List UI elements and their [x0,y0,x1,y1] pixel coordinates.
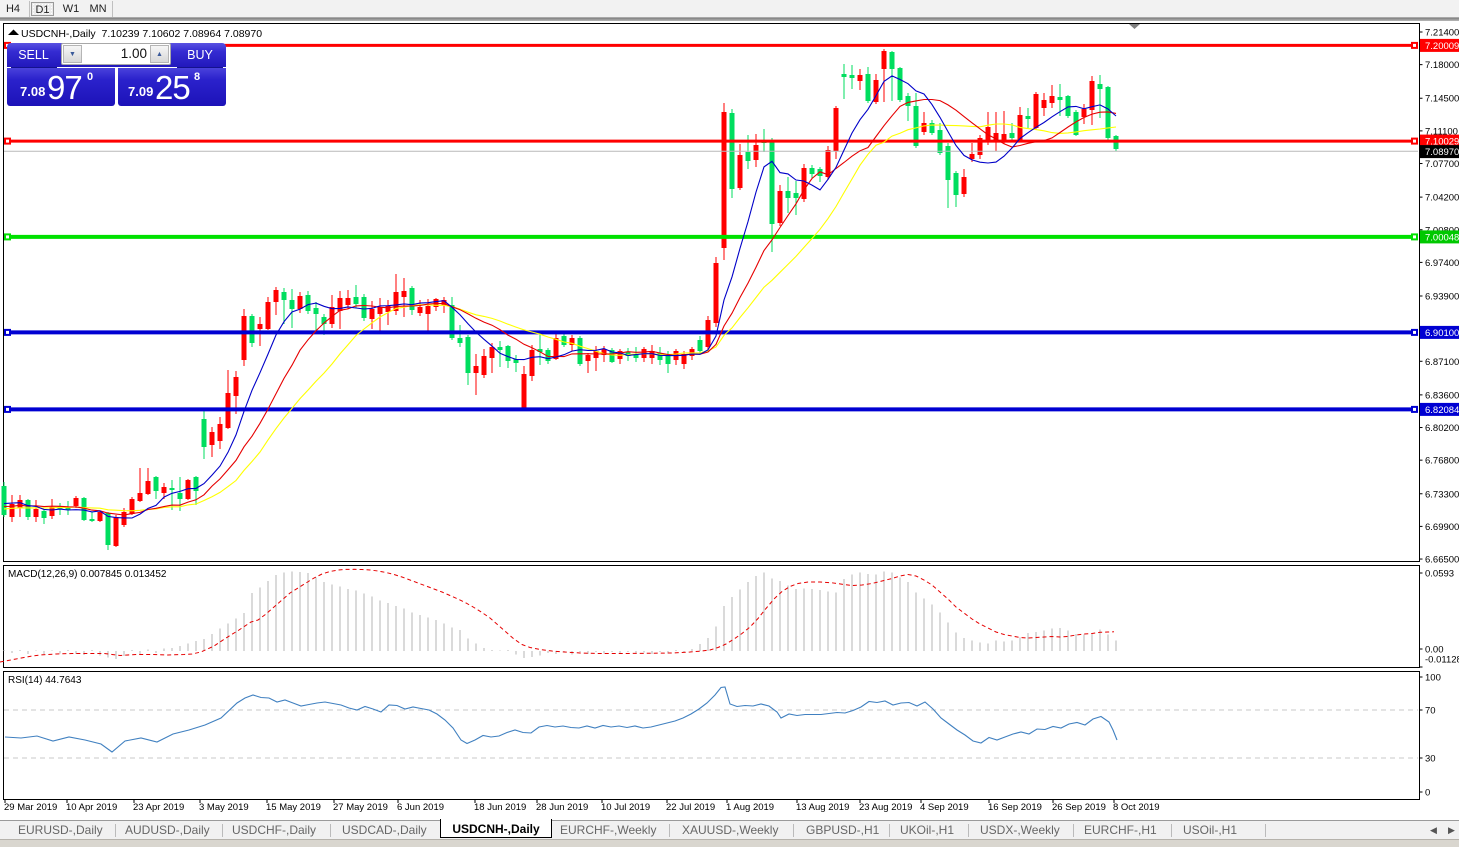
svg-text:7.00048: 7.00048 [1425,232,1459,243]
svg-text:6.80200: 6.80200 [1425,423,1459,434]
svg-text:30: 30 [1425,754,1436,765]
svg-text:USDCNH-,Daily 7.10239 7.10602: USDCNH-,Daily 7.10239 7.10602 7.08964 7.… [21,28,262,40]
svg-text:7.14500: 7.14500 [1425,94,1459,105]
svg-text:6.93900: 6.93900 [1425,292,1459,303]
svg-text:18 Jun 2019: 18 Jun 2019 [474,802,526,813]
svg-text:10 Jul 2019: 10 Jul 2019 [601,802,650,813]
svg-text:6.73300: 6.73300 [1425,489,1459,500]
svg-text:6.66500: 6.66500 [1425,555,1459,566]
svg-text:7.07700: 7.07700 [1425,159,1459,170]
svg-text:7.18000: 7.18000 [1425,60,1459,71]
svg-text:6 Jun 2019: 6 Jun 2019 [397,802,444,813]
svg-text:MACD(12,26,9) 0.007845 0.01345: MACD(12,26,9) 0.007845 0.013452 [8,569,167,580]
svg-text:3 May 2019: 3 May 2019 [199,802,249,813]
svg-text:100: 100 [1425,673,1441,684]
svg-text:7.21400: 7.21400 [1425,28,1459,39]
svg-text:13 Aug 2019: 13 Aug 2019 [796,802,849,813]
svg-text:6.83600: 6.83600 [1425,390,1459,401]
svg-text:27 May 2019: 27 May 2019 [333,802,388,813]
svg-text:7.08970: 7.08970 [1425,147,1459,158]
svg-text:1 Aug 2019: 1 Aug 2019 [726,802,774,813]
svg-text:7.10029: 7.10029 [1425,137,1459,148]
svg-text:28 Jun 2019: 28 Jun 2019 [536,802,588,813]
svg-text:6.69900: 6.69900 [1425,522,1459,533]
svg-text:RSI(14) 44.7643: RSI(14) 44.7643 [8,675,82,686]
svg-text:-0.01128: -0.01128 [1425,655,1459,666]
svg-text:16 Sep 2019: 16 Sep 2019 [988,802,1042,813]
svg-text:7.20009: 7.20009 [1425,41,1459,52]
svg-text:6.97400: 6.97400 [1425,258,1459,269]
svg-text:7.11100: 7.11100 [1425,126,1458,137]
svg-text:0.0593: 0.0593 [1425,569,1454,580]
svg-text:6.82084: 6.82084 [1425,405,1459,416]
svg-text:15 May 2019: 15 May 2019 [266,802,321,813]
svg-text:7.04200: 7.04200 [1425,193,1459,204]
svg-text:6.76800: 6.76800 [1425,456,1459,467]
svg-text:6.87100: 6.87100 [1425,357,1459,368]
svg-text:23 Apr 2019: 23 Apr 2019 [133,802,184,813]
svg-text:0: 0 [1425,788,1430,799]
svg-text:22 Jul 2019: 22 Jul 2019 [666,802,715,813]
svg-text:10 Apr 2019: 10 Apr 2019 [66,802,117,813]
svg-text:6.90100: 6.90100 [1425,328,1459,339]
svg-text:0.00: 0.00 [1425,645,1444,656]
svg-text:23 Aug 2019: 23 Aug 2019 [859,802,912,813]
svg-text:8 Oct 2019: 8 Oct 2019 [1113,802,1159,813]
svg-text:70: 70 [1425,706,1436,717]
svg-text:4 Sep 2019: 4 Sep 2019 [920,802,969,813]
svg-text:26 Sep 2019: 26 Sep 2019 [1052,802,1106,813]
svg-text:29 Mar 2019: 29 Mar 2019 [4,802,57,813]
